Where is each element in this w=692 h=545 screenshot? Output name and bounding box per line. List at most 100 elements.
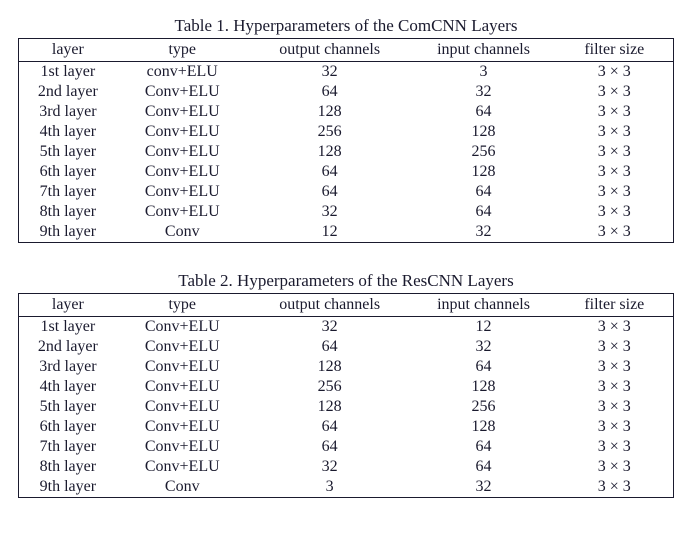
table-row: 7th layerConv+ELU64643 × 3 [19, 182, 674, 202]
table-cell: 64 [412, 357, 556, 377]
table-1: layer type output channels input channel… [18, 38, 674, 243]
table-cell: 128 [412, 417, 556, 437]
table-cell: 32 [248, 457, 412, 477]
col-header: filter size [556, 39, 674, 62]
table-cell: 32 [412, 222, 556, 243]
table-cell: 64 [248, 437, 412, 457]
table-cell: Conv+ELU [117, 437, 248, 457]
table-cell: 1st layer [19, 62, 117, 83]
table-cell: 256 [248, 377, 412, 397]
table-cell: 128 [248, 357, 412, 377]
col-header: output channels [248, 294, 412, 317]
table-row: 4th layerConv+ELU2561283 × 3 [19, 122, 674, 142]
table-cell: 3 × 3 [556, 457, 674, 477]
table-cell: 128 [412, 122, 556, 142]
table-cell: Conv+ELU [117, 162, 248, 182]
table-cell: 32 [248, 202, 412, 222]
table-cell: 3 × 3 [556, 122, 674, 142]
table-1-body: 1st layerconv+ELU3233 × 32nd layerConv+E… [19, 62, 674, 243]
table-cell: 3 × 3 [556, 437, 674, 457]
table-cell: 32 [412, 477, 556, 498]
table-2-caption: Table 2. Hyperparameters of the ResCNN L… [18, 271, 674, 291]
table-row: 6th layerConv+ELU641283 × 3 [19, 162, 674, 182]
col-header: filter size [556, 294, 674, 317]
table-cell: 64 [412, 457, 556, 477]
table-cell: 64 [412, 437, 556, 457]
table-cell: Conv [117, 477, 248, 498]
table-cell: Conv [117, 222, 248, 243]
table-row: 8th layerConv+ELU32643 × 3 [19, 202, 674, 222]
table-2-block: Table 2. Hyperparameters of the ResCNN L… [18, 271, 674, 498]
table-cell: 2nd layer [19, 82, 117, 102]
table-cell: 3 × 3 [556, 377, 674, 397]
table-cell: 7th layer [19, 437, 117, 457]
col-header: layer [19, 294, 117, 317]
table-cell: 3 × 3 [556, 222, 674, 243]
table-row: 7th layerConv+ELU64643 × 3 [19, 437, 674, 457]
table-row: 8th layerConv+ELU32643 × 3 [19, 457, 674, 477]
col-header: output channels [248, 39, 412, 62]
col-header: type [117, 294, 248, 317]
table-cell: 3 × 3 [556, 142, 674, 162]
table-cell: Conv+ELU [117, 337, 248, 357]
table-cell: 64 [248, 182, 412, 202]
table-cell: 4th layer [19, 122, 117, 142]
table-cell: Conv+ELU [117, 182, 248, 202]
table-row: 3rd layerConv+ELU128643 × 3 [19, 357, 674, 377]
table-row: 9th layerConv3323 × 3 [19, 477, 674, 498]
table-cell: 256 [412, 397, 556, 417]
table-cell: 9th layer [19, 477, 117, 498]
table-cell: 3 [248, 477, 412, 498]
table-cell: 64 [412, 202, 556, 222]
table-cell: Conv+ELU [117, 377, 248, 397]
table-cell: 4th layer [19, 377, 117, 397]
table-1-block: Table 1. Hyperparameters of the ComCNN L… [18, 16, 674, 243]
table-cell: 3 × 3 [556, 202, 674, 222]
table-2-body: 1st layerConv+ELU32123 × 32nd layerConv+… [19, 317, 674, 498]
table-cell: 3rd layer [19, 357, 117, 377]
table-cell: 6th layer [19, 162, 117, 182]
table-cell: Conv+ELU [117, 142, 248, 162]
table-row: 6th layerConv+ELU641283 × 3 [19, 417, 674, 437]
table-cell: 12 [248, 222, 412, 243]
table-cell: 12 [412, 317, 556, 338]
table-cell: 64 [248, 337, 412, 357]
table-row: 5th layerConv+ELU1282563 × 3 [19, 397, 674, 417]
table-cell: 3 × 3 [556, 162, 674, 182]
table-cell: 3 [412, 62, 556, 83]
table-cell: 32 [412, 337, 556, 357]
table-cell: 7th layer [19, 182, 117, 202]
table-cell: 3 × 3 [556, 182, 674, 202]
table-cell: 3 × 3 [556, 417, 674, 437]
table-cell: 128 [248, 102, 412, 122]
table-cell: 9th layer [19, 222, 117, 243]
table-cell: 64 [248, 82, 412, 102]
table-2: layer type output channels input channel… [18, 293, 674, 498]
table-cell: 3rd layer [19, 102, 117, 122]
col-header: input channels [412, 294, 556, 317]
table-cell: 128 [412, 162, 556, 182]
table-cell: 128 [248, 397, 412, 417]
table-row: 2nd layerConv+ELU64323 × 3 [19, 82, 674, 102]
table-cell: 2nd layer [19, 337, 117, 357]
table-row: 9th layerConv12323 × 3 [19, 222, 674, 243]
table-cell: 3 × 3 [556, 317, 674, 338]
table-cell: 3 × 3 [556, 102, 674, 122]
table-cell: Conv+ELU [117, 317, 248, 338]
table-cell: 128 [412, 377, 556, 397]
table-row: 4th layerConv+ELU2561283 × 3 [19, 377, 674, 397]
table-cell: conv+ELU [117, 62, 248, 83]
table-cell: 3 × 3 [556, 62, 674, 83]
table-row: 1st layerconv+ELU3233 × 3 [19, 62, 674, 83]
table-cell: 3 × 3 [556, 357, 674, 377]
table-cell: 3 × 3 [556, 477, 674, 498]
table-cell: 64 [412, 182, 556, 202]
table-cell: 256 [248, 122, 412, 142]
table-cell: 128 [248, 142, 412, 162]
table-cell: 32 [248, 62, 412, 83]
table-cell: 3 × 3 [556, 397, 674, 417]
table-cell: 64 [248, 417, 412, 437]
table-row: 5th layerConv+ELU1282563 × 3 [19, 142, 674, 162]
table-1-caption: Table 1. Hyperparameters of the ComCNN L… [18, 16, 674, 36]
table-row: 2nd layerConv+ELU64323 × 3 [19, 337, 674, 357]
